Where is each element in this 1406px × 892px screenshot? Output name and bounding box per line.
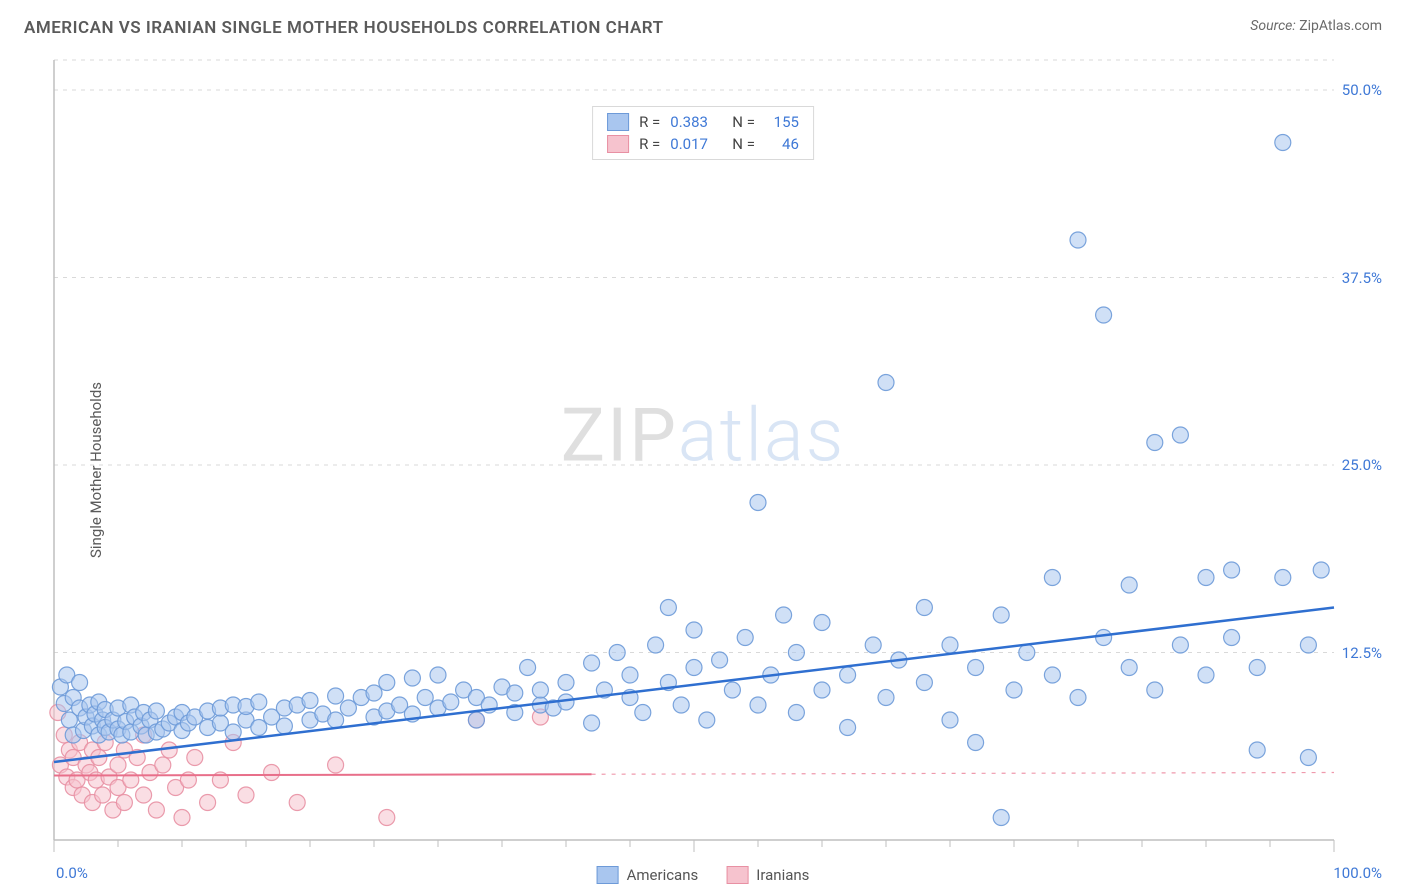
legend-item: Americans: [597, 866, 699, 884]
chart-title: AMERICAN VS IRANIAN SINGLE MOTHER HOUSEH…: [24, 18, 664, 38]
chart-area: Single Mother Households ZIPatlas R =0.3…: [0, 48, 1406, 892]
legend-label: Americans: [627, 866, 699, 884]
r-value: 0.383: [670, 113, 722, 131]
legend-swatch: [726, 866, 748, 884]
n-label: N =: [732, 113, 755, 131]
legend-swatch: [607, 135, 629, 153]
n-value: 46: [765, 135, 799, 153]
n-value: 155: [765, 113, 799, 131]
y-tick-label: 25.0%: [1342, 456, 1382, 474]
scatter-plot: [0, 48, 1394, 884]
x-axis-min-label: 0.0%: [56, 864, 88, 882]
y-tick-label: 37.5%: [1342, 269, 1382, 287]
source-label: Source:: [1250, 18, 1295, 34]
x-axis-max-label: 100.0%: [1333, 864, 1382, 882]
correlation-legend-row: R = 0.383 N = 155: [593, 111, 813, 133]
y-axis-label: Single Mother Households: [87, 382, 105, 558]
legend-swatch: [607, 113, 629, 131]
r-label: R =: [639, 113, 660, 131]
n-label: N =: [732, 135, 755, 153]
y-tick-label: 12.5%: [1342, 644, 1382, 662]
legend-label: Iranians: [756, 866, 809, 884]
correlation-legend: R = 0.383 N = 155 R = 0.017 N = 46: [592, 106, 814, 160]
source-credit: Source: ZipAtlas.com: [1250, 18, 1382, 34]
legend-item: Iranians: [726, 866, 809, 884]
r-label: R =: [639, 135, 660, 153]
r-value: 0.017: [670, 135, 722, 153]
source-value: ZipAtlas.com: [1299, 18, 1382, 34]
correlation-legend-row: R = 0.017 N = 46: [593, 133, 813, 155]
legend-swatch: [597, 866, 619, 884]
y-tick-label: 50.0%: [1342, 81, 1382, 99]
series-legend: Americans Iranians: [597, 866, 810, 884]
